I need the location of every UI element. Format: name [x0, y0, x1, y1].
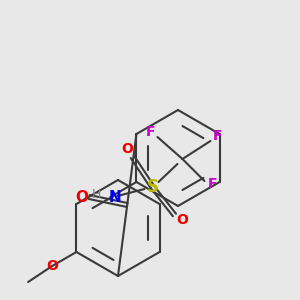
Text: O: O	[176, 213, 188, 227]
Text: O: O	[76, 190, 89, 205]
Text: H: H	[92, 188, 101, 202]
Text: F: F	[146, 125, 155, 139]
Text: F: F	[208, 177, 217, 191]
Text: S: S	[146, 178, 158, 196]
Text: O: O	[122, 142, 134, 156]
Text: N: N	[109, 190, 122, 205]
Text: F: F	[213, 129, 222, 143]
Text: O: O	[46, 259, 58, 273]
